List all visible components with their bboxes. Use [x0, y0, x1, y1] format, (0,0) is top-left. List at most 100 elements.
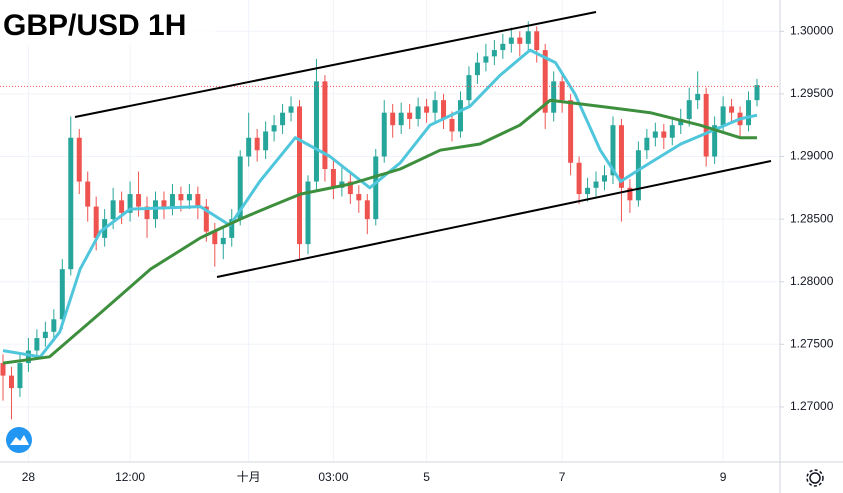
x-tick-label: 12:00 — [115, 470, 145, 484]
candle-body — [466, 75, 472, 101]
trend-line — [74, 11, 597, 118]
candle-body — [618, 125, 624, 188]
candle-body — [703, 93, 709, 157]
y-tick-label: 1.30000 — [790, 23, 834, 37]
candle-body — [144, 206, 150, 220]
candle-body — [407, 112, 413, 119]
candle-body — [263, 131, 269, 151]
candle-body — [483, 56, 489, 63]
candle-body — [178, 194, 184, 201]
y-tick-label: 1.27500 — [790, 336, 834, 350]
candle-body — [373, 156, 379, 220]
grid — [0, 0, 780, 462]
candle-body — [34, 338, 40, 351]
candle-body — [25, 350, 31, 364]
candle-body — [754, 85, 760, 101]
candle-body — [390, 112, 396, 126]
candle-body — [229, 219, 235, 238]
settings-icon[interactable] — [806, 469, 824, 487]
x-tick-label: 5 — [423, 470, 430, 484]
candle-body — [474, 62, 480, 76]
candle-body — [381, 112, 387, 157]
candle-body — [534, 31, 540, 51]
candle-body — [127, 194, 133, 213]
candle-body — [212, 231, 218, 245]
candle-body — [17, 363, 23, 389]
candle-body — [152, 200, 158, 220]
candle-body — [76, 137, 82, 182]
candle-body — [322, 81, 328, 170]
candle-body — [85, 181, 91, 207]
candle-body — [398, 112, 404, 126]
candle-body — [517, 37, 523, 44]
chart-title: GBP/USD 1H — [3, 9, 186, 42]
y-tick-label: 1.29500 — [790, 86, 834, 100]
candle-body — [491, 50, 497, 57]
candle-body — [51, 319, 57, 332]
candle-body — [686, 100, 692, 119]
moving-average-line — [2, 98, 757, 365]
candle-body — [432, 100, 438, 113]
candle-body — [246, 137, 252, 157]
candle-body — [669, 125, 675, 138]
candle-body — [42, 331, 48, 339]
candle-body — [644, 137, 650, 151]
candle-body — [195, 194, 201, 207]
candle-body — [602, 175, 608, 182]
trend-line — [216, 160, 772, 278]
y-tick-label: 1.27000 — [790, 399, 834, 413]
candle-body — [635, 150, 641, 201]
logo — [6, 427, 32, 453]
y-tick-label: 1.29000 — [790, 149, 834, 163]
candle-body — [576, 162, 582, 195]
candle-body — [280, 112, 286, 126]
candle-body — [288, 106, 294, 113]
candle-body — [110, 200, 116, 220]
candle-body — [720, 106, 726, 126]
candle-body — [593, 181, 599, 188]
x-tick-label: 28 — [22, 470, 36, 484]
candle-body — [161, 200, 167, 207]
candle-body — [186, 194, 192, 201]
candle-body — [297, 106, 303, 245]
candle-body — [652, 131, 658, 138]
candle-body — [695, 93, 701, 101]
candle-body — [356, 194, 362, 201]
candle-body — [93, 206, 99, 238]
candle-body — [568, 100, 574, 163]
candle-body — [729, 106, 735, 113]
x-tick-label: 9 — [720, 470, 727, 484]
candle-body — [441, 100, 447, 119]
candle-body — [203, 206, 209, 232]
title-background — [0, 0, 215, 46]
candle-body — [364, 200, 370, 220]
plot — [0, 21, 780, 420]
candle-body — [610, 125, 616, 176]
candle-body — [525, 31, 531, 44]
x-tick-label: 7 — [559, 470, 566, 484]
candle-body — [449, 118, 455, 132]
candle-body — [542, 50, 548, 113]
candle-body — [237, 156, 243, 220]
candle-body — [347, 181, 353, 195]
candle-body — [508, 37, 514, 44]
x-tick-label: 03:00 — [318, 470, 348, 484]
candle-body — [313, 81, 319, 182]
candle-body — [169, 194, 175, 207]
candle-body — [0, 363, 6, 376]
candle-body — [551, 81, 557, 113]
candle-body — [271, 125, 277, 132]
candle-body — [661, 131, 667, 138]
candle-body — [136, 194, 142, 207]
candle-body — [678, 118, 684, 126]
candle-body — [305, 181, 311, 245]
y-tick-label: 1.28000 — [790, 274, 834, 288]
candle-body — [585, 187, 591, 195]
candle-body — [330, 169, 336, 188]
candle-body — [8, 375, 14, 389]
candle-body — [220, 237, 226, 245]
candle-body — [415, 106, 421, 119]
candle-body — [457, 100, 463, 132]
candle-body — [119, 200, 125, 213]
y-tick-label: 1.28500 — [790, 211, 834, 225]
